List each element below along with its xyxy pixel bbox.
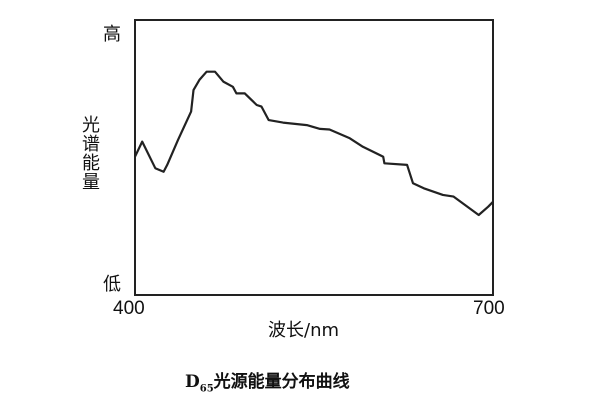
series-line (134, 70, 494, 217)
y-tick-high: 高 (103, 24, 121, 45)
x-axis-label: 波长/nm (268, 320, 340, 341)
x-tick-700: 700 (473, 298, 505, 319)
y-axis-label: 光谱能量 (79, 115, 100, 191)
x-tick-400: 400 (113, 298, 145, 319)
caption-text: 光源能量分布曲线 (213, 372, 350, 392)
figure-caption: D65光源能量分布曲线 (185, 367, 350, 394)
plot-frame (134, 19, 494, 296)
caption-prefix: D (185, 372, 200, 392)
caption-subscript: 65 (199, 383, 214, 395)
y-tick-low: 低 (103, 274, 121, 295)
